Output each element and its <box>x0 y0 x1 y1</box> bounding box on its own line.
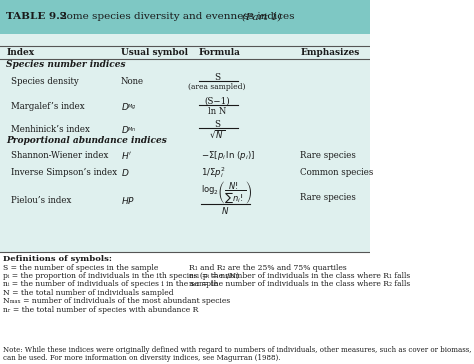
Text: pᵢ = the proportion of individuals in the ith species (pᵢ = nᵢ/N): pᵢ = the proportion of individuals in th… <box>3 272 239 280</box>
Text: Rare species: Rare species <box>301 193 356 202</box>
Text: Inverse Simpson’s index: Inverse Simpson’s index <box>11 168 117 177</box>
FancyBboxPatch shape <box>0 34 370 252</box>
Text: can be used. For more information on diversity indices, see Magurran (1988).: can be used. For more information on div… <box>3 355 281 363</box>
Text: Shannon-Wiener index: Shannon-Wiener index <box>11 151 108 161</box>
Text: $D$: $D$ <box>121 101 129 112</box>
Text: $1/\Sigma p_i^2$: $1/\Sigma p_i^2$ <box>201 165 226 180</box>
Text: Margalef’s index: Margalef’s index <box>11 102 84 111</box>
Text: TABLE 9.2: TABLE 9.2 <box>6 12 67 21</box>
Text: $HP$: $HP$ <box>121 195 135 206</box>
Text: Some species diversity and evenness indices: Some species diversity and evenness indi… <box>53 12 298 21</box>
Text: Species density: Species density <box>11 77 79 86</box>
FancyBboxPatch shape <box>0 0 370 34</box>
Text: S: S <box>214 73 220 82</box>
Text: $D$: $D$ <box>121 123 129 135</box>
Text: $\log_2\!\left(\dfrac{N!}{\sum n_i!}\right)$: $\log_2\!\left(\dfrac{N!}{\sum n_i!}\rig… <box>201 179 253 206</box>
Text: $N$: $N$ <box>221 205 229 216</box>
Text: $H'$: $H'$ <box>121 150 132 161</box>
Text: Menhinick’s index: Menhinick’s index <box>11 124 90 134</box>
Text: nᵣ₂ = the number of individuals in the class where R₂ falls: nᵣ₂ = the number of individuals in the c… <box>189 281 410 289</box>
Text: Definitions of symbols:: Definitions of symbols: <box>3 255 112 263</box>
Text: Formula: Formula <box>199 48 241 57</box>
Text: $_{Mn}$: $_{Mn}$ <box>127 126 136 134</box>
Text: Emphasizes: Emphasizes <box>301 48 360 57</box>
Text: S: S <box>214 120 220 128</box>
Text: $\sqrt{N}$: $\sqrt{N}$ <box>209 128 225 140</box>
Text: nᵢ = the number of individuals of species i in the sample: nᵢ = the number of individuals of specie… <box>3 281 218 289</box>
Text: R₁ and R₂ are the 25% and 75% quartiles: R₁ and R₂ are the 25% and 75% quartiles <box>189 264 346 272</box>
Text: Usual symbol: Usual symbol <box>121 48 188 57</box>
Text: $-\Sigma[p_i\,\ln\,(p_i)]$: $-\Sigma[p_i\,\ln\,(p_i)]$ <box>201 149 255 162</box>
Text: $D$: $D$ <box>121 167 129 178</box>
Text: (Part 1): (Part 1) <box>242 12 282 21</box>
FancyBboxPatch shape <box>0 252 370 361</box>
Text: Index: Index <box>6 48 35 57</box>
Text: Nₘₐₓ = number of individuals of the most abundant species: Nₘₐₓ = number of individuals of the most… <box>3 297 230 305</box>
Text: (S−1): (S−1) <box>204 97 230 106</box>
Text: None: None <box>121 77 144 86</box>
Text: nᵣ₁ = the number of individuals in the class where R₁ falls: nᵣ₁ = the number of individuals in the c… <box>189 272 410 280</box>
Text: S = the number of species in the sample: S = the number of species in the sample <box>3 264 158 272</box>
Text: Note: While these indices were originally defined with regard to numbers of indi: Note: While these indices were originall… <box>3 347 472 355</box>
Text: ln N: ln N <box>208 107 226 116</box>
Text: Common species: Common species <box>301 168 374 177</box>
Text: N = the total number of individuals sampled: N = the total number of individuals samp… <box>3 289 174 297</box>
Text: nᵣ = the total number of species with abundance R: nᵣ = the total number of species with ab… <box>3 306 199 314</box>
Text: Species number indices: Species number indices <box>6 60 126 69</box>
Text: Pielou’s index: Pielou’s index <box>11 196 71 205</box>
Text: $_{Mg}$: $_{Mg}$ <box>127 102 137 112</box>
Text: Proportional abundance indices: Proportional abundance indices <box>6 136 167 146</box>
Text: Rare species: Rare species <box>301 151 356 161</box>
Text: (area sampled): (area sampled) <box>188 83 246 91</box>
